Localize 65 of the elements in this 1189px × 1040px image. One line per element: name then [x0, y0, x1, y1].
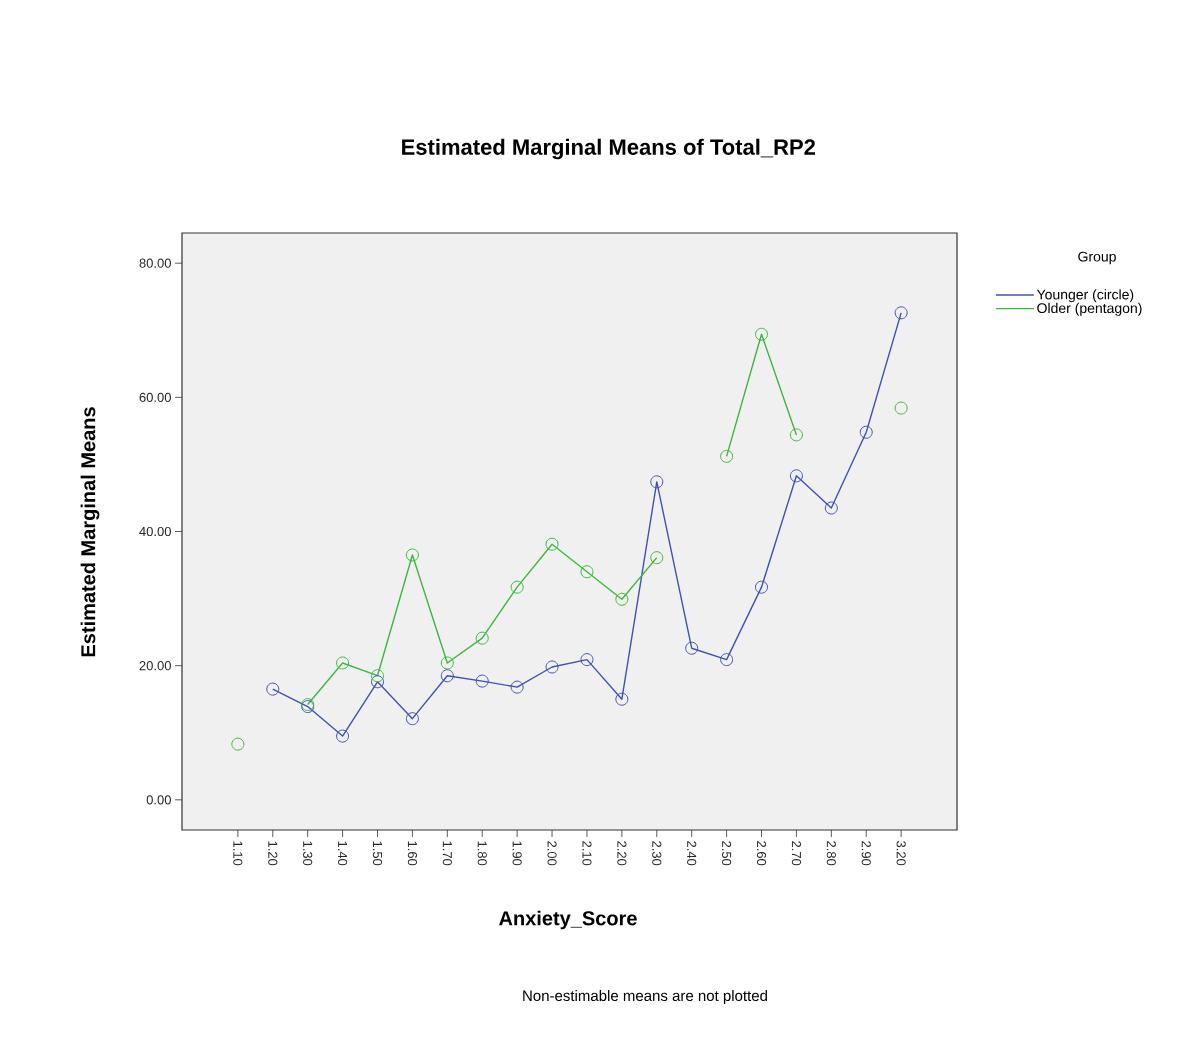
chart-title: Estimated Marginal Means of Total_RP2 — [402, 138, 816, 160]
point — [685, 641, 699, 655]
legend-label: Older (pentagon) — [1037, 302, 1142, 316]
x-tick-label: 2.50 — [722, 841, 732, 866]
point — [336, 729, 350, 743]
y-tick-label: 0.00 — [146, 795, 171, 805]
x-tick-label: 2.70 — [791, 841, 802, 866]
legend-label: Younger (circle) — [1036, 289, 1134, 303]
point — [580, 565, 594, 579]
x-tick-label: 2.10 — [582, 841, 592, 866]
point — [510, 580, 524, 594]
point — [231, 737, 245, 751]
x-tick-label: 3.20 — [896, 841, 906, 866]
point — [615, 692, 629, 706]
y-tick-label: 20.00 — [139, 661, 171, 671]
x-tick-label: 1.90 — [512, 841, 522, 866]
point — [405, 712, 419, 726]
point — [650, 551, 664, 565]
x-tick-label: 2.20 — [617, 841, 627, 866]
point — [755, 580, 769, 594]
point — [545, 660, 559, 674]
x-tick-label: 2.00 — [547, 841, 557, 866]
point — [789, 428, 803, 442]
x-tick-label: 1.30 — [303, 841, 313, 866]
point — [510, 680, 524, 694]
point — [789, 469, 803, 483]
point — [475, 631, 489, 645]
x-tick-label: 2.80 — [826, 841, 836, 866]
point — [650, 475, 664, 489]
point — [405, 548, 419, 562]
x-tick-label: 1.80 — [477, 841, 487, 866]
x-tick-label: 1.70 — [442, 841, 452, 866]
point — [266, 682, 280, 696]
x-tick-label: 2.30 — [652, 841, 662, 866]
x-tick-label: 1.40 — [337, 841, 348, 866]
x-axis-title: Anxiety_Score — [499, 910, 637, 930]
point — [371, 669, 384, 683]
x-tick-label: 1.20 — [268, 841, 278, 866]
point — [336, 656, 350, 670]
x-tick-label: 1.10 — [233, 841, 243, 866]
point — [580, 653, 594, 667]
text: Non-estimable means are not plotted — [523, 990, 767, 1004]
point — [440, 656, 454, 670]
x-tick-label: 2.60 — [756, 841, 767, 866]
point — [720, 653, 734, 667]
x-tick-label: 1.50 — [372, 841, 383, 866]
point — [720, 449, 734, 463]
y-axis-title: Estimated Marginal Means — [80, 407, 100, 657]
x-tick-label: 2.90 — [861, 841, 871, 866]
x-tick-label: 2.40 — [687, 841, 697, 866]
legend-title: Group — [1078, 251, 1116, 265]
point — [824, 501, 838, 515]
y-tick-label: 40.00 — [139, 526, 171, 537]
point — [615, 592, 629, 606]
point — [545, 537, 559, 551]
point — [440, 669, 454, 683]
point — [859, 425, 873, 439]
point — [894, 306, 908, 320]
y-tick-label: 60.00 — [139, 392, 171, 402]
point — [755, 327, 769, 341]
y-tick-label: 80.00 — [139, 258, 171, 268]
point — [371, 675, 384, 689]
x-tick-label: 1.60 — [407, 841, 418, 866]
point — [894, 401, 908, 415]
point — [475, 674, 489, 688]
